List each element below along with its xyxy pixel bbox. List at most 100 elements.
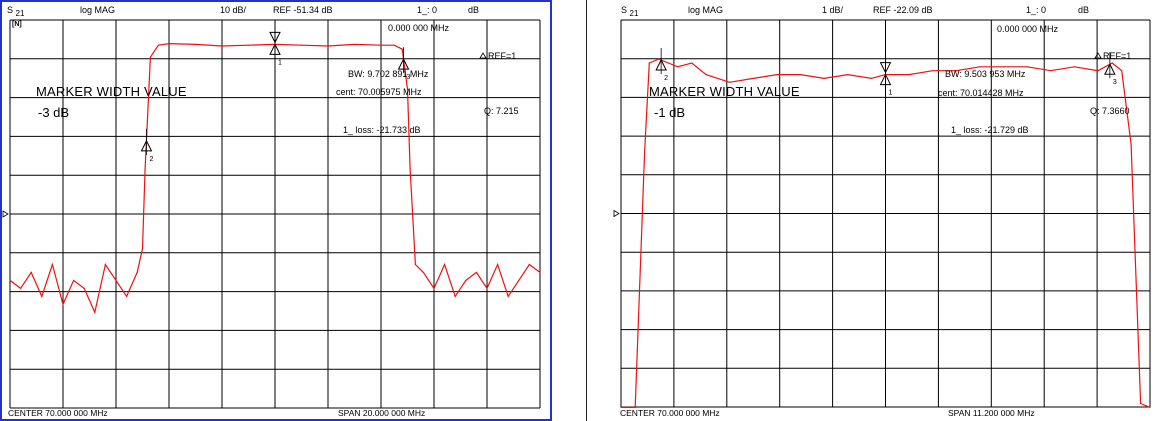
right-trace-point <box>955 70 957 72</box>
left-marker-width-db: -3 dB <box>38 105 70 120</box>
right-plot-svg: 1 2 3 <box>613 19 1151 408</box>
left-trace-point <box>507 295 509 297</box>
left-trace-point <box>221 45 223 47</box>
left-trace-point <box>528 263 531 266</box>
right-trace-point <box>979 66 981 68</box>
left-trace-point <box>454 295 456 297</box>
right-trace-point <box>932 70 934 72</box>
right-readout-loss: 1_ loss: -21.729 dB <box>951 125 1029 135</box>
right-trace-point <box>870 77 872 80</box>
left-chart-panel: 1 2 3 S 21 log MAG 10 dB/ REF -51.34 dB 1_… <box>0 0 552 421</box>
right-trace-point <box>1002 66 1005 68</box>
right-trace-point <box>908 73 910 76</box>
left-readout-freq: 0.000 000 MHz <box>388 23 450 33</box>
right-trace-point <box>1149 406 1151 408</box>
right-trace-point <box>677 66 679 68</box>
right-marker-1-label: 1 <box>889 90 893 97</box>
right-marker-3-label: 3 <box>1113 79 1117 86</box>
left-trace-point <box>136 271 138 274</box>
left-trace-point <box>51 263 54 266</box>
left-format-label: log MAG <box>80 5 116 15</box>
right-trace-point <box>1026 66 1028 68</box>
left-marker-1-label: 1 <box>278 59 282 66</box>
left-trace-point <box>380 44 382 46</box>
right-footer-center: CENTER 70.000 000 MHz <box>620 408 720 418</box>
left-trace-point <box>83 287 85 289</box>
right-param-sub: 21 <box>629 8 639 18</box>
right-trace-point <box>644 151 646 153</box>
right-marker-header: 1_: 0 <box>1026 5 1047 15</box>
left-trace-point <box>414 263 417 266</box>
left-plot-svg: 1 2 3 <box>2 19 541 409</box>
left-trace-point <box>444 263 446 266</box>
right-trace-point <box>691 62 693 64</box>
left-trace-point <box>30 271 32 274</box>
right-readout-cent: cent: 70.014428 MHz <box>938 88 1024 98</box>
right-marker-2: 2 <box>655 48 668 82</box>
right-trace-point <box>1130 143 1132 145</box>
right-trace-point <box>847 73 849 76</box>
left-readout-loss: 1_ loss: -21.733 dB <box>343 125 421 135</box>
left-trace-point <box>94 311 96 313</box>
left-trace-point <box>406 88 409 90</box>
left-trace-point <box>539 271 541 274</box>
left-footer-center: CENTER 70.000 000 MHz <box>8 408 108 418</box>
right-chart-panel: 1 2 3 S 21 log MAG 1 dB/ REF -22.09 dB 1_:… <box>610 0 1160 421</box>
left-trace-point <box>41 295 43 297</box>
left-marker-1: 1 <box>269 31 282 66</box>
right-delta-icon <box>1094 52 1102 59</box>
right-format-label: log MAG <box>688 5 724 15</box>
right-param-main: S <box>621 5 628 15</box>
right-readout-freq: 0.000 000 MHz <box>997 24 1059 34</box>
right-trace-point <box>729 81 731 83</box>
left-trace-point <box>115 279 117 282</box>
left-trace-point <box>353 43 356 45</box>
left-ref-pointer-icon <box>2 210 9 218</box>
left-trace-point <box>62 303 64 305</box>
left-corner-label: [N] <box>12 21 22 28</box>
left-readout-cent: cent: 70.005975 MHz <box>336 87 422 97</box>
left-trace-point <box>409 168 411 170</box>
right-trace-point <box>658 58 660 60</box>
left-trace-point <box>247 44 250 46</box>
left-trace-point <box>20 287 22 289</box>
left-trace-point <box>194 43 197 45</box>
left-trace-point <box>126 295 128 297</box>
left-trace-point <box>73 279 75 282</box>
left-marker-header: 1_: 0 <box>417 5 438 15</box>
right-marker-unit: dB <box>1078 5 1090 15</box>
right-trace-point <box>1073 66 1076 68</box>
right-trace-point <box>634 406 636 408</box>
left-trace-point <box>497 263 499 266</box>
right-scale-label: 1 dB/ <box>822 5 844 15</box>
right-trace-line <box>621 58 1151 408</box>
right-trace-point <box>799 73 802 76</box>
right-trace-point <box>752 77 754 80</box>
left-readout-bw: BW: 9.702 891 MHz <box>348 69 429 79</box>
left-marker-unit: dB <box>468 5 480 15</box>
left-footer-span: SPAN 20.000 000 MHz <box>338 408 426 418</box>
left-trace-point <box>518 279 520 282</box>
right-trace-point <box>776 73 778 76</box>
right-trace-point <box>1121 70 1123 72</box>
left-trace-point <box>9 279 11 282</box>
right-trace-point <box>1050 70 1052 72</box>
left-marker-3: 3 <box>397 47 411 81</box>
left-trace-point <box>149 56 152 58</box>
panel-divider <box>586 0 587 421</box>
left-trace-point <box>141 247 144 250</box>
left-trace-point <box>401 48 403 50</box>
right-marker-3: 3 <box>1104 52 1117 86</box>
left-trace-point <box>104 263 106 266</box>
right-trace-point <box>705 73 707 76</box>
right-readout-bw: BW: 9.503 953 MHz <box>945 69 1026 79</box>
left-param-label: S 21 <box>7 5 24 18</box>
left-marker-2-label: 2 <box>149 156 153 163</box>
right-readout-q: Q: 7.3660 <box>1090 106 1130 116</box>
right-ref-label: REF -22.09 dB <box>873 5 933 15</box>
right-marker-2-label: 2 <box>664 75 668 82</box>
left-param-main: S <box>7 5 14 15</box>
left-marker-width-title: MARKER WIDTH VALUE <box>36 84 187 99</box>
right-grid <box>620 19 1151 408</box>
left-trace-point <box>486 287 488 289</box>
